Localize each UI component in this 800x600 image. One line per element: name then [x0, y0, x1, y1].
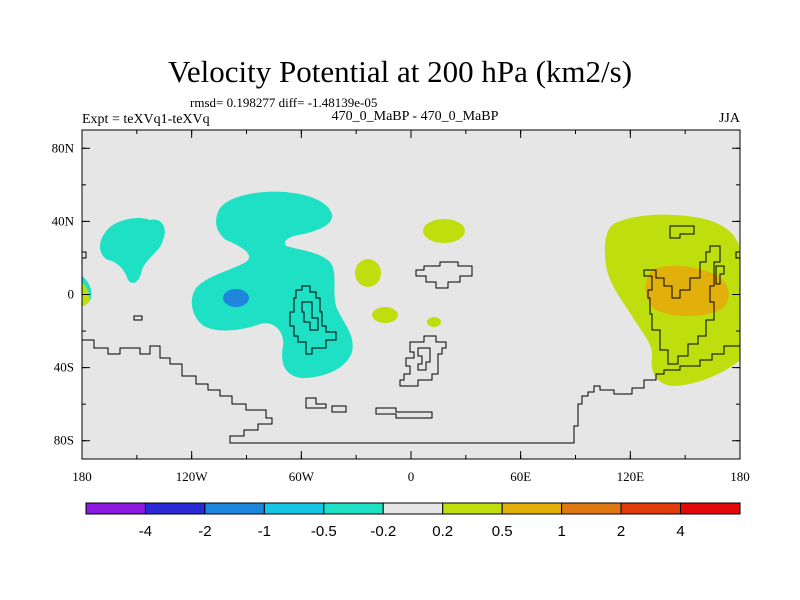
coastline-east-continent-main	[643, 245, 721, 365]
colorbar-swatch	[204, 502, 265, 515]
contour-region-pos-core	[645, 265, 729, 316]
coastline-southern-islands	[399, 335, 447, 387]
contour-region-neg-central-pacific	[191, 191, 353, 378]
colorbar-level-label: -2	[198, 523, 211, 540]
contour-region-pos-north-africa	[423, 219, 465, 243]
contour-region-neg-west-pacific	[100, 218, 165, 283]
coastline-west-continent-inner	[301, 301, 319, 331]
y-tick-label: 40S	[54, 360, 74, 375]
colorbar-level-label: 2	[617, 523, 625, 540]
colorbar-swatch	[85, 502, 146, 515]
x-tick-label: 120W	[176, 469, 209, 484]
coastline-west-continent	[289, 285, 337, 355]
season-label: JJA	[718, 111, 740, 126]
y-tick-label: 0	[68, 287, 75, 302]
case-names: 470_0_MaBP - 470_0_MaBP	[331, 109, 499, 124]
coastline-east-edge-island	[735, 251, 740, 259]
colorbar-swatch	[382, 502, 444, 515]
x-tick-label: 180	[72, 469, 92, 484]
coastline-east-continent	[669, 225, 695, 239]
y-tick-label: 80N	[52, 140, 75, 155]
colorbar-swatch	[263, 502, 325, 515]
coastline-small-island-2	[305, 397, 327, 409]
colorbar-level-label: -0.2	[370, 523, 396, 540]
coastline-southern-islands-inner	[417, 347, 431, 371]
colorbar-level-label: -4	[139, 523, 152, 540]
rmsd-diff-stats: rmsd= 0.198277 diff= -1.48139e-05	[190, 95, 378, 110]
contour-region-pos-atlantic-equator	[372, 307, 398, 323]
x-tick-label: 60W	[289, 469, 315, 484]
colorbar-swatch	[323, 502, 384, 515]
map-axes: 180 120W 60W 0 60E 120E 180 80N 40N 0 40S 80S	[52, 130, 750, 484]
colorbar-level-label: -0.5	[311, 523, 337, 540]
coastline-antarctica	[82, 339, 740, 444]
colorbar-swatch	[620, 502, 682, 515]
contour-region-pos-atlantic-north	[355, 259, 381, 287]
coastline-northern-islands	[415, 261, 473, 289]
colorbar-swatch	[680, 502, 741, 515]
contour-region-neg-core	[223, 289, 249, 307]
colorbar-swatch	[561, 502, 622, 515]
contour-region-neg-pacific-arm	[282, 256, 329, 288]
coastline-small-island-3	[331, 405, 347, 413]
colorbar-swatch	[442, 502, 503, 515]
colorbar-level-label: 0.5	[492, 523, 513, 540]
colorbar-level-label: 0.2	[432, 523, 453, 540]
colorbar-swatch	[144, 502, 206, 515]
colorbar-level-label: -1	[258, 523, 271, 540]
y-tick-label: 40N	[52, 213, 75, 228]
coastline-east-peninsula	[715, 265, 725, 285]
colorbar-level-label: 4	[676, 523, 684, 540]
coastline-small-island-1	[133, 315, 143, 321]
experiment-label: Expt = teXVq1-teXVq	[82, 112, 210, 127]
x-tick-label: 0	[408, 469, 415, 484]
colorbar-level-label: 1	[557, 523, 565, 540]
colorbar-swatch	[501, 502, 563, 515]
colorbar: -4 -2 -1 -0.5 -0.2 0.2 0.5 1 2 4	[85, 502, 741, 540]
x-tick-label: 180	[730, 469, 750, 484]
contour-region-pos-gulf-guinea	[427, 317, 441, 327]
x-tick-label: 120E	[617, 469, 645, 484]
y-tick-label: 80S	[54, 433, 74, 448]
chart-title: Velocity Potential at 200 hPa (km2/s)	[167, 54, 633, 89]
x-tick-label: 60E	[510, 469, 531, 484]
coastline-small-island-4	[375, 407, 433, 419]
